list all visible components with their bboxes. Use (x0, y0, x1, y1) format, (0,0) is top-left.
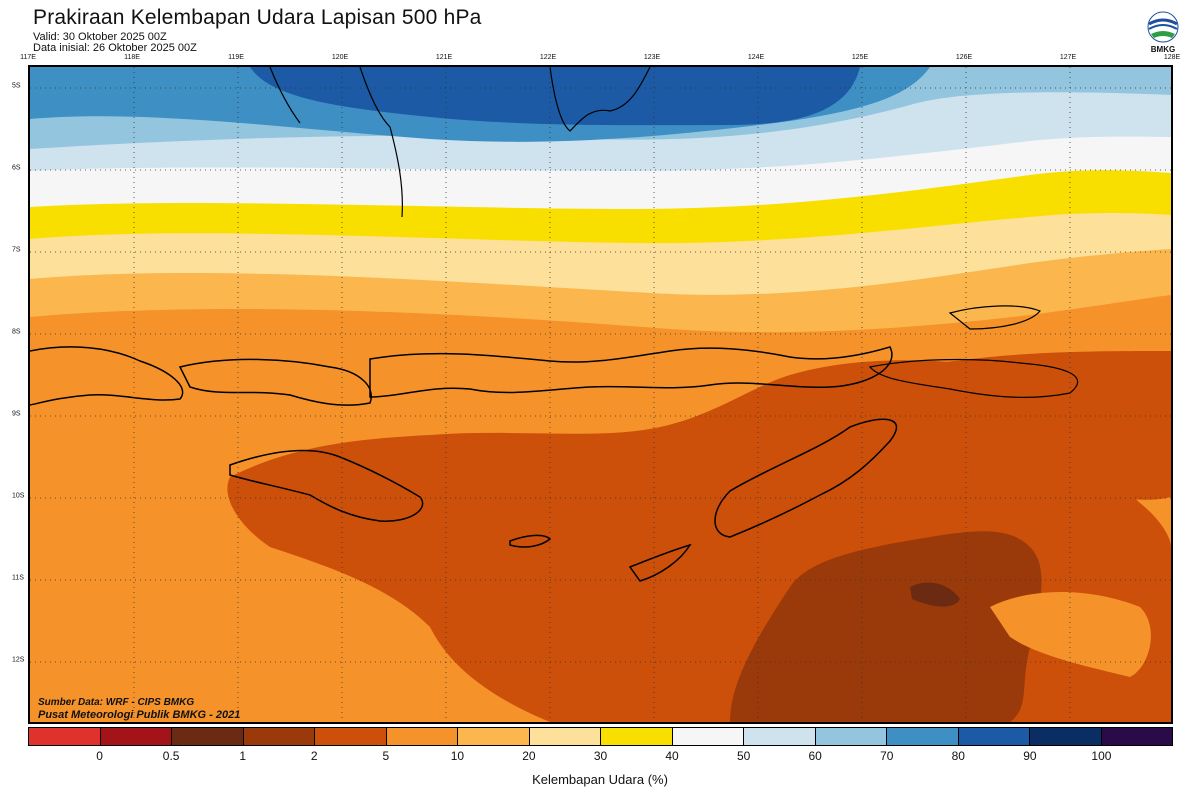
zone-deep-brown (910, 582, 960, 607)
island-buton (549, 67, 651, 132)
map-gridlines (30, 67, 1171, 722)
legend-tick-label: 20 (522, 749, 536, 763)
legend-tick-label: 40 (665, 749, 679, 763)
lon-label: 124E (747, 54, 765, 61)
legend-swatch (672, 728, 744, 745)
lat-label: 6S (12, 164, 21, 172)
lon-label: 126E (955, 54, 973, 61)
credit-org: Pusat Meteorologi Publik BMKG - 2021 (38, 709, 241, 721)
legend-swatch (386, 728, 458, 745)
legend-tick-label: 10 (450, 749, 465, 763)
lon-label: 122E (539, 54, 557, 61)
lon-label: 125E (851, 54, 869, 61)
legend-tick-label: 60 (808, 749, 822, 763)
lon-label: 117E (20, 54, 36, 61)
legend-tick-label: 80 (951, 749, 965, 763)
legend-swatch (1101, 728, 1172, 745)
lon-label: 119E (228, 54, 244, 61)
legend-tick-label: 1 (239, 749, 247, 763)
island-timor (714, 418, 898, 538)
island-rote (628, 543, 692, 582)
island-sulawesi (269, 67, 403, 218)
legend-tick-label: 0 (96, 749, 103, 763)
legend-tick-label: 50 (736, 749, 751, 763)
logo-label: BMKG (1150, 45, 1176, 54)
legend-swatch (1030, 728, 1102, 745)
lon-label: 120E (331, 54, 349, 61)
island-flores (369, 346, 893, 398)
legend-swatch (601, 728, 673, 745)
island-sumbawa (178, 358, 372, 406)
lat-label: 8S (12, 328, 21, 336)
lat-label: 9S (12, 410, 21, 418)
legend-swatch (887, 728, 959, 745)
legend-swatch (29, 728, 101, 745)
legend-tick-label: 2 (310, 749, 318, 763)
legend-tick-label: 90 (1023, 749, 1037, 763)
island-alor (948, 305, 1041, 330)
lon-label: 127E (1059, 54, 1077, 61)
legend-swatch (315, 728, 387, 745)
legend-tick-label: 30 (593, 749, 608, 763)
lat-label: 12S (12, 656, 25, 664)
lon-label: 118E (124, 54, 140, 61)
legend-swatch (100, 728, 172, 745)
lat-label: 5S (12, 82, 21, 90)
humidity-map (28, 65, 1173, 724)
legend-tick-label: 0.5 (162, 749, 180, 763)
lat-label: 11S (12, 574, 24, 582)
lat-label: 10S (12, 492, 25, 500)
lon-label: 128E (1163, 54, 1181, 61)
legend-swatch (172, 728, 244, 745)
legend-swatch (815, 728, 887, 745)
lon-label: 121E (435, 54, 453, 61)
map-title: Prakiraan Kelembapan Udara Lapisan 500 h… (33, 6, 482, 29)
zone-dark-orange-south (720, 351, 1171, 500)
bmkg-logo-icon: BMKG (1146, 10, 1180, 56)
legend-swatch (744, 728, 816, 745)
legend-swatch (529, 728, 601, 745)
zone-lighter-patch-east (990, 592, 1151, 677)
legend-tick-label: 100 (1091, 749, 1112, 763)
island-sumba (229, 449, 424, 522)
valid-time: Valid: 30 Oktober 2025 00Z (33, 31, 167, 43)
legend-tick-label: 70 (880, 749, 894, 763)
init-time: Data inisial: 26 Oktober 2025 00Z (33, 42, 197, 54)
lat-label: 7S (12, 246, 21, 254)
lon-label: 123E (643, 54, 661, 61)
credit-source: Sumber Data: WRF - CIPS BMKG (38, 697, 195, 708)
legend-swatch (458, 728, 530, 745)
legend-swatch (243, 728, 315, 745)
island-sawu (509, 534, 552, 548)
legend-colorbar (28, 727, 1173, 746)
legend-title: Kelembapan Udara (%) (532, 772, 668, 787)
island-lombok (30, 346, 184, 406)
legend-tick-label: 5 (382, 749, 390, 763)
zone-brown-core (730, 531, 1042, 722)
legend-swatch (958, 728, 1030, 745)
